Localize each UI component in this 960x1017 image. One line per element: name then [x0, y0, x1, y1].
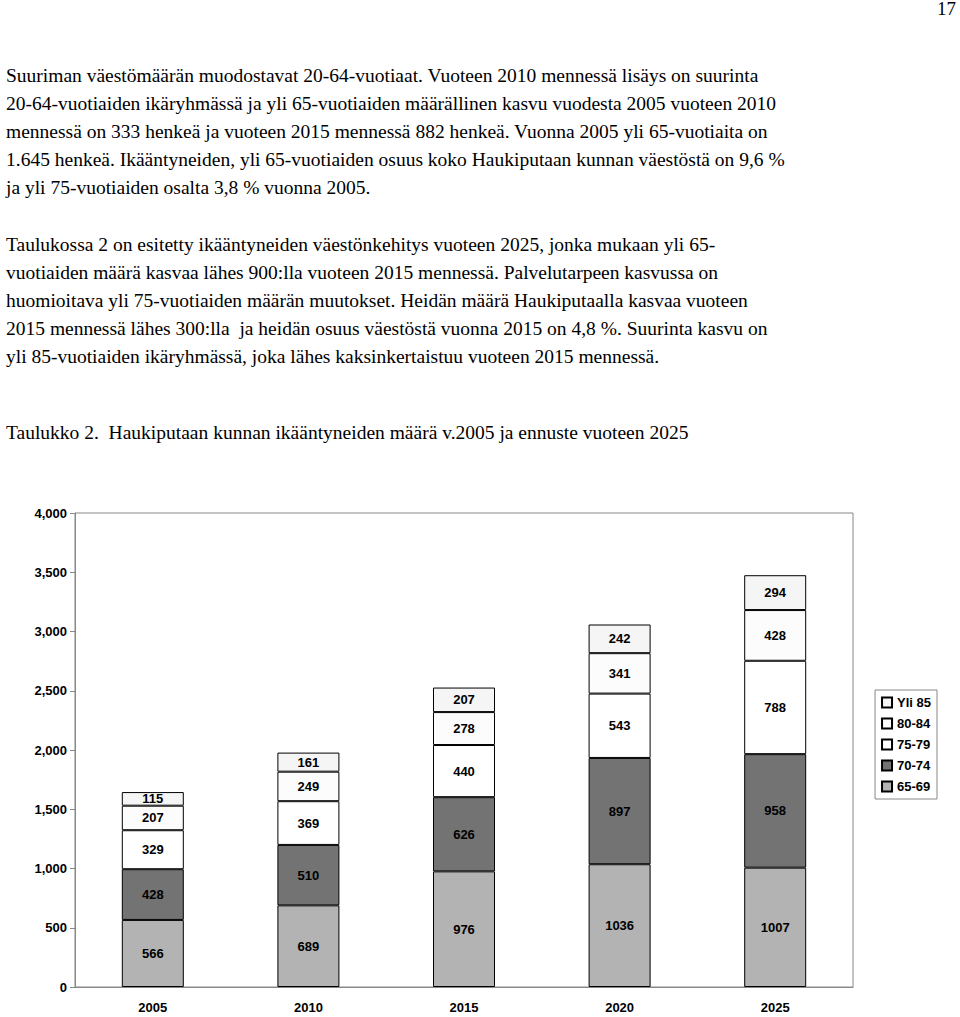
svg-text:510: 510	[298, 868, 320, 883]
svg-text:2,000: 2,000	[34, 743, 67, 758]
svg-text:65-69: 65-69	[897, 779, 930, 794]
svg-text:80-84: 80-84	[897, 716, 931, 731]
svg-text:976: 976	[453, 922, 475, 937]
svg-text:161: 161	[298, 755, 320, 770]
svg-text:70-74: 70-74	[897, 758, 931, 773]
html-text:huomioitava yli 75-vuotiaiden: huomioitava yli 75-vuotiaiden määrän muu…	[6, 290, 748, 311]
svg-text:2010: 2010	[294, 1000, 323, 1015]
html-text:vuotiaiden määrä kasvaa lähes: vuotiaiden määrä kasvaa lähes 900:lla vu…	[6, 262, 719, 283]
html-text:20-64-vuotiaiden ikäryhmässä j: 20-64-vuotiaiden ikäryhmässä ja yli 65-v…	[6, 93, 777, 114]
svg-text:75-79: 75-79	[897, 737, 930, 752]
svg-text:428: 428	[142, 887, 164, 902]
svg-text:1036: 1036	[605, 918, 634, 933]
svg-text:2020: 2020	[605, 1000, 634, 1015]
svg-text:1,500: 1,500	[34, 802, 67, 817]
svg-text:2025: 2025	[761, 1000, 790, 1015]
svg-text:294: 294	[764, 585, 786, 600]
svg-text:Yli 85: Yli 85	[897, 695, 931, 710]
html-text:Taulukossa 2 on esitetty ikään: Taulukossa 2 on esitetty ikääntyneiden v…	[6, 234, 716, 255]
html-text:2015 mennessä lähes 300:lla ja: 2015 mennessä lähes 300:lla ja heidän os…	[6, 318, 768, 339]
svg-text:788: 788	[764, 700, 786, 715]
html-text:mennessä on 333 henkeä ja vuot: mennessä on 333 henkeä ja vuoteen 2015 m…	[6, 121, 768, 142]
svg-text:897: 897	[609, 804, 631, 819]
html-text:Taulukko 2. Haukiputaan kunnan: Taulukko 2. Haukiputaan kunnan ikääntyne…	[6, 422, 689, 443]
svg-text:115: 115	[142, 791, 163, 806]
svg-text:958: 958	[764, 803, 786, 818]
svg-text:369: 369	[298, 816, 320, 831]
html-text:1.645 henkeä. Ikääntyneiden, y: 1.645 henkeä. Ikääntyneiden, yli 65-vuot…	[6, 149, 785, 170]
svg-text:249: 249	[298, 779, 320, 794]
svg-text:566: 566	[142, 946, 164, 961]
svg-text:2005: 2005	[138, 1000, 167, 1015]
svg-text:3,000: 3,000	[34, 624, 67, 639]
svg-text:689: 689	[298, 939, 320, 954]
html-text:ja yli 75-vuotiaiden osalta 3,: ja yli 75-vuotiaiden osalta 3,8 % vuonna…	[6, 177, 371, 198]
svg-text:242: 242	[609, 631, 631, 646]
svg-text:440: 440	[453, 764, 475, 779]
svg-text:207: 207	[142, 810, 164, 825]
svg-text:428: 428	[764, 628, 786, 643]
svg-text:207: 207	[453, 692, 475, 707]
svg-text:2015: 2015	[450, 1000, 479, 1015]
svg-text:543: 543	[609, 718, 631, 733]
svg-text:500: 500	[45, 920, 67, 935]
svg-text:3,500: 3,500	[34, 565, 67, 580]
svg-text:626: 626	[453, 827, 475, 842]
svg-text:1007: 1007	[761, 920, 790, 935]
html-text:yli 85-vuotiaiden ikäryhmässä,: yli 85-vuotiaiden ikäryhmässä, joka lähe…	[6, 346, 660, 367]
svg-text:329: 329	[142, 842, 164, 857]
svg-text:2,500: 2,500	[34, 683, 67, 698]
svg-text:0: 0	[60, 980, 67, 995]
svg-text:341: 341	[609, 666, 631, 681]
svg-text:278: 278	[453, 721, 475, 736]
svg-text:1,000: 1,000	[34, 861, 67, 876]
svg-text:4,000: 4,000	[34, 506, 67, 521]
html-text:Suuriman väestömäärän muodosta: Suuriman väestömäärän muodostavat 20-64-…	[6, 65, 759, 86]
